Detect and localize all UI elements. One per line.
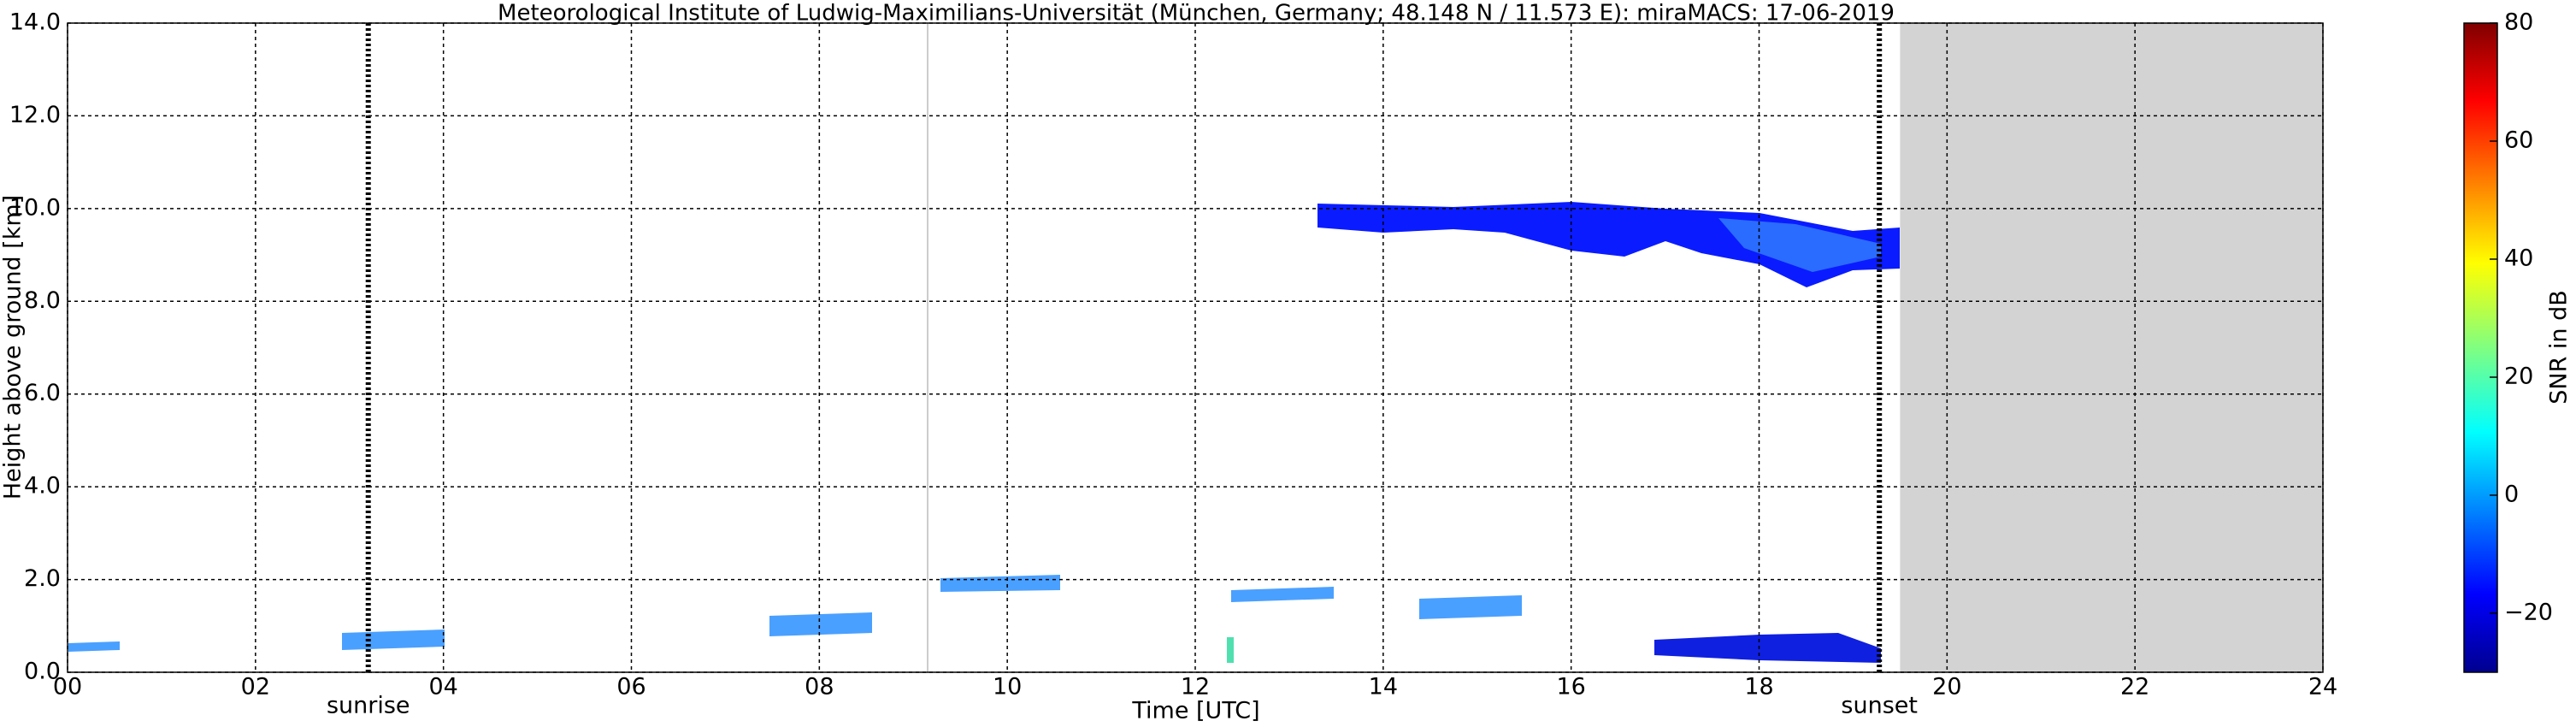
x-tick-label: 18 <box>1744 674 1773 700</box>
plot-frame <box>67 22 2324 673</box>
y-tick-label: 4.0 <box>24 473 61 499</box>
annotation-label: sunrise <box>327 693 410 719</box>
x-tick-label: 08 <box>805 674 834 700</box>
y-tick-label: 10.0 <box>9 194 61 221</box>
x-tick-label: 06 <box>616 674 645 700</box>
radar-echoes <box>68 202 1900 663</box>
y-tick-label: 12.0 <box>9 102 61 128</box>
y-tick-label: 8.0 <box>24 287 61 314</box>
y-tick-label: 0.0 <box>24 659 61 685</box>
no-data-region <box>1900 23 2323 672</box>
annotation-label: sunset <box>1841 693 1918 719</box>
x-tick-label: 24 <box>2308 674 2337 700</box>
y-tick-label: 6.0 <box>24 380 61 406</box>
colorbar-tick-label: 0 <box>2504 482 2519 508</box>
boundary-layer-echo <box>1227 637 1234 663</box>
colorbar <box>2463 22 2498 673</box>
colorbar-label: SNR in dB <box>2546 290 2573 405</box>
x-tick-label: 10 <box>993 674 1022 700</box>
colorbar-tick-label: 80 <box>2504 9 2533 36</box>
x-axis-label: Time [UTC] <box>1131 698 1259 724</box>
x-tick-label: 16 <box>1556 674 1585 700</box>
colorbar-tick-label: −20 <box>2504 600 2553 626</box>
x-tick-label: 00 <box>53 674 82 700</box>
chart-title: Meteorological Institute of Ludwig-Maxim… <box>498 1 1895 27</box>
y-tick-label: 14.0 <box>9 9 61 36</box>
x-tick-label: 14 <box>1369 674 1398 700</box>
x-tick-label: 20 <box>1932 674 1961 700</box>
colorbar-tick-label: 20 <box>2504 364 2533 390</box>
colorbar-tick-label: 60 <box>2504 127 2533 154</box>
y-axis-label: Height above ground [km] <box>0 195 27 499</box>
x-tick-label: 02 <box>241 674 270 700</box>
x-tick-label: 22 <box>2120 674 2149 700</box>
boundary-layer-echo <box>68 575 1522 652</box>
y-tick-label: 2.0 <box>24 565 61 592</box>
x-tick-label: 04 <box>428 674 457 700</box>
boundary-layer-echo <box>1654 633 1881 663</box>
x-tick-label: 12 <box>1181 674 1210 700</box>
colorbar-tick-label: 40 <box>2504 245 2533 272</box>
